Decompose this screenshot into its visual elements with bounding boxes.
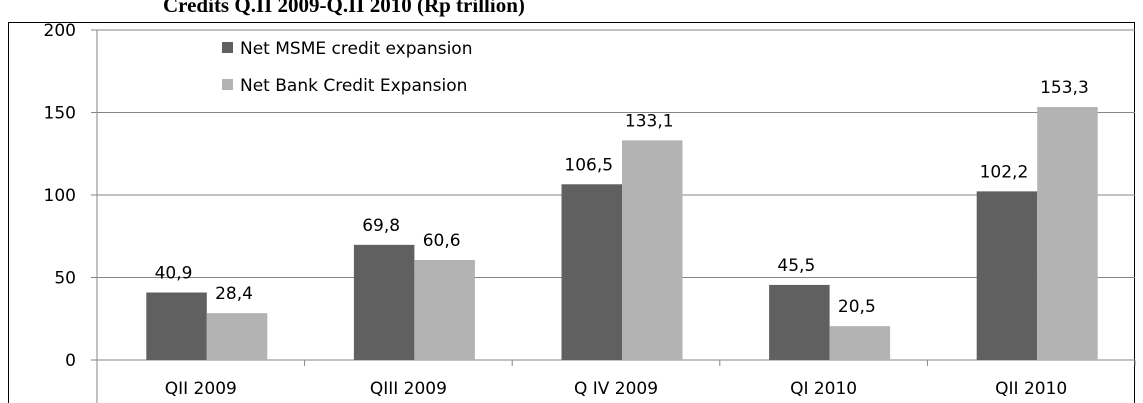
bar (1037, 107, 1098, 361)
y-tick-label: 0 (65, 351, 76, 371)
data-label: 153,3 (1040, 78, 1089, 98)
data-label: 102,2 (980, 162, 1029, 182)
data-label: 106,5 (564, 155, 613, 175)
legend-swatch (222, 42, 233, 53)
data-label: 20,5 (838, 297, 876, 317)
y-tick-label: 100 (44, 186, 76, 206)
x-tick-label: Q IV 2009 (574, 379, 658, 399)
bar (561, 184, 622, 360)
data-label: 60,6 (423, 231, 461, 251)
bar (976, 191, 1038, 360)
y-tick-label: 200 (44, 21, 76, 41)
title-background (160, 0, 720, 22)
y-tick-label: 150 (44, 104, 76, 124)
x-tick-label: QIII 2009 (370, 379, 447, 399)
legend-label: Net Bank Credit Expansion (240, 76, 467, 96)
bar (769, 284, 830, 360)
bar (353, 244, 415, 360)
data-label: 69,8 (362, 216, 400, 236)
data-label: 28,4 (215, 284, 253, 304)
bar (829, 326, 891, 360)
bar (206, 313, 268, 360)
x-tick-label: QII 2010 (995, 379, 1067, 399)
data-label: 40,9 (155, 264, 193, 284)
data-label: 45,5 (777, 256, 815, 276)
legend-swatch (222, 79, 233, 90)
bar (146, 292, 207, 360)
chart-title: Credits Q.II 2009-Q.II 2010 (Rp trillion… (163, 0, 525, 17)
x-tick-label: QI 2010 (790, 379, 857, 399)
chart-border (8, 22, 1135, 403)
legend-label: Net MSME credit expansion (240, 39, 472, 59)
y-tick-label: 50 (54, 269, 76, 289)
x-tick-label: QII 2009 (165, 379, 237, 399)
bar (414, 260, 475, 360)
data-label: 133,1 (625, 111, 674, 131)
bar (622, 140, 683, 360)
